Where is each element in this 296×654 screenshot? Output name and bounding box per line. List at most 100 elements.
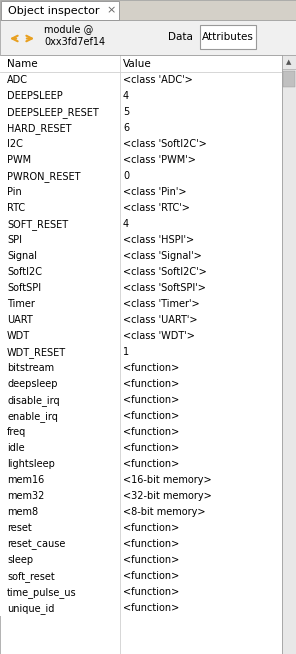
Bar [0,152,282,168]
Text: Object inspector: Object inspector [8,5,99,16]
Text: SPI: SPI [7,235,22,245]
Text: SoftI2C: SoftI2C [7,267,42,277]
Text: <class 'UART'>: <class 'UART'> [123,315,197,325]
Text: disable_irq: disable_irq [7,395,59,405]
Text: Attributes: Attributes [202,33,254,43]
Bar [0,600,282,616]
Text: 0: 0 [123,171,129,181]
Bar [0,440,282,456]
Text: 4: 4 [123,92,129,101]
Text: <function>: <function> [123,540,179,549]
Bar [200,25,256,49]
Bar [0,424,282,440]
Text: DEEPSLEEP_RESET: DEEPSLEEP_RESET [7,107,99,118]
Text: PWM: PWM [7,155,31,165]
Text: <16-bit memory>: <16-bit memory> [123,475,212,485]
Text: Name: Name [7,59,38,69]
Text: <function>: <function> [123,587,179,597]
Text: bitstream: bitstream [7,364,54,373]
Text: module @: module @ [44,24,93,34]
Text: <class 'Timer'>: <class 'Timer'> [123,300,200,309]
Bar [283,71,295,87]
Bar [0,20,296,55]
Bar [0,88,282,104]
Bar [0,568,282,584]
Text: WDT: WDT [7,332,30,341]
Bar [0,552,282,568]
Text: RTC: RTC [7,203,25,213]
Bar [0,55,282,72]
Text: lightsleep: lightsleep [7,459,55,470]
Text: UART: UART [7,315,33,325]
Text: 4: 4 [123,219,129,230]
Bar [0,504,282,520]
Bar [0,520,282,536]
Text: <8-bit memory>: <8-bit memory> [123,508,205,517]
Text: <class 'ADC'>: <class 'ADC'> [123,75,193,85]
Text: unique_id: unique_id [7,603,54,613]
Bar [0,120,282,136]
Bar [0,408,282,424]
Bar [282,55,296,69]
Bar [0,296,282,312]
Text: enable_irq: enable_irq [7,411,58,422]
Text: <class 'Pin'>: <class 'Pin'> [123,187,186,198]
Bar [0,360,282,376]
Bar [0,472,282,488]
Bar [0,184,282,200]
Text: freq: freq [7,427,26,438]
Text: SOFT_RESET: SOFT_RESET [7,219,68,230]
Text: 1: 1 [123,347,129,357]
Bar [0,376,282,392]
Text: <class 'RTC'>: <class 'RTC'> [123,203,190,213]
Text: <function>: <function> [123,411,179,421]
Text: <class 'SoftSPI'>: <class 'SoftSPI'> [123,283,206,293]
Text: reset_cause: reset_cause [7,539,65,549]
Bar [0,536,282,552]
Text: <function>: <function> [123,603,179,613]
Bar [282,55,296,654]
Bar [0,0,296,20]
Text: <class 'PWM'>: <class 'PWM'> [123,155,196,165]
Text: <function>: <function> [123,379,179,389]
Bar [0,216,282,232]
Text: sleep: sleep [7,555,33,565]
Bar [0,232,282,248]
Text: soft_reset: soft_reset [7,571,55,582]
Text: <function>: <function> [123,364,179,373]
Text: <function>: <function> [123,459,179,470]
Bar [0,200,282,216]
Text: Signal: Signal [7,251,37,262]
Text: deepsleep: deepsleep [7,379,57,389]
Text: <32-bit memory>: <32-bit memory> [123,491,212,502]
Text: 6: 6 [123,124,129,133]
Bar [0,264,282,280]
Bar [0,312,282,328]
Text: mem8: mem8 [7,508,38,517]
Text: SoftSPI: SoftSPI [7,283,41,293]
Text: WDT_RESET: WDT_RESET [7,347,66,358]
Text: Data: Data [168,33,192,43]
Bar [0,104,282,120]
Text: HARD_RESET: HARD_RESET [7,123,72,134]
Text: <function>: <function> [123,555,179,565]
Bar [0,136,282,152]
Text: mem32: mem32 [7,491,44,502]
Text: <function>: <function> [123,523,179,533]
Text: I2C: I2C [7,139,23,149]
Bar [0,456,282,472]
Text: <class 'Signal'>: <class 'Signal'> [123,251,202,262]
Text: DEEPSLEEP: DEEPSLEEP [7,92,63,101]
Text: mem16: mem16 [7,475,44,485]
Bar [0,280,282,296]
Bar [0,328,282,344]
Text: Timer: Timer [7,300,35,309]
Text: ×: × [107,5,116,16]
Text: PWRON_RESET: PWRON_RESET [7,171,81,182]
Text: 5: 5 [123,107,129,117]
Text: <class 'WDT'>: <class 'WDT'> [123,332,195,341]
Bar [0,584,282,600]
Text: <class 'SoftI2C'>: <class 'SoftI2C'> [123,139,207,149]
Bar [0,488,282,504]
Text: ADC: ADC [7,75,28,85]
